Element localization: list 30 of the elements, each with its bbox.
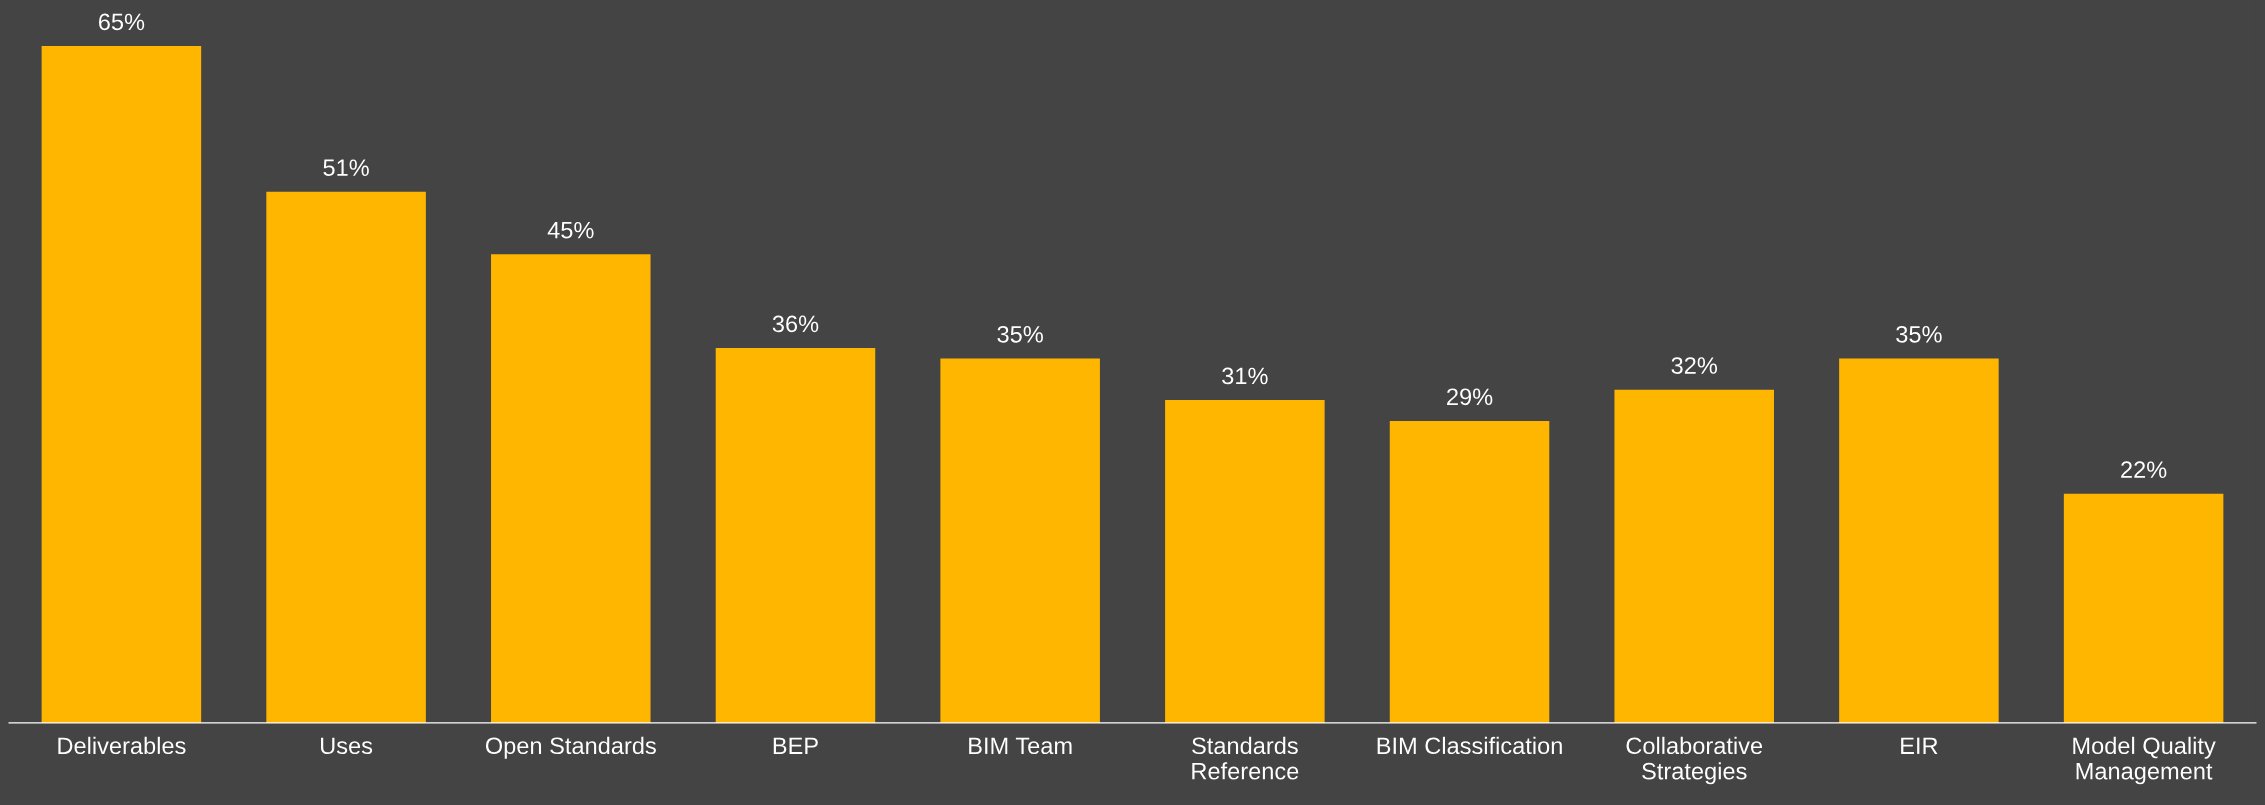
data-label: 36% <box>772 315 819 333</box>
data-label: 35% <box>1896 325 1942 343</box>
bar <box>715 348 876 723</box>
data-label: 32% <box>1671 357 1718 374</box>
bar <box>1389 420 1550 723</box>
bar <box>1839 358 1999 723</box>
bar <box>1614 389 1774 723</box>
bar <box>2063 493 2224 723</box>
x-tick-label: Open Standards <box>485 736 656 759</box>
bar <box>266 191 426 723</box>
x-tick-label: BIM Classification <box>1377 736 1562 755</box>
data-label: 29% <box>1447 388 1493 406</box>
x-tick-label: Deliverables <box>58 736 186 755</box>
x-tick-label: BIM Team <box>969 737 1072 755</box>
data-label: 45% <box>547 221 594 239</box>
x-tick-label: Collaborative Strategies <box>1626 736 1763 785</box>
bar <box>491 254 651 723</box>
data-label: 31% <box>1222 367 1268 385</box>
x-tick-label: BEP <box>773 737 818 754</box>
x-tick-label: EIR <box>1901 737 1938 754</box>
data-label: 51% <box>323 159 369 177</box>
x-tick-label: Model Quality Management <box>2073 736 2216 785</box>
x-tick-label: Standards Reference <box>1192 736 1299 780</box>
data-label: 35% <box>997 325 1043 343</box>
x-tick-label: Uses <box>321 737 373 755</box>
bar <box>1165 400 1325 723</box>
bar <box>940 358 1100 723</box>
bar <box>41 46 202 723</box>
data-label: 65% <box>98 13 145 31</box>
data-label: 22% <box>2121 461 2167 478</box>
